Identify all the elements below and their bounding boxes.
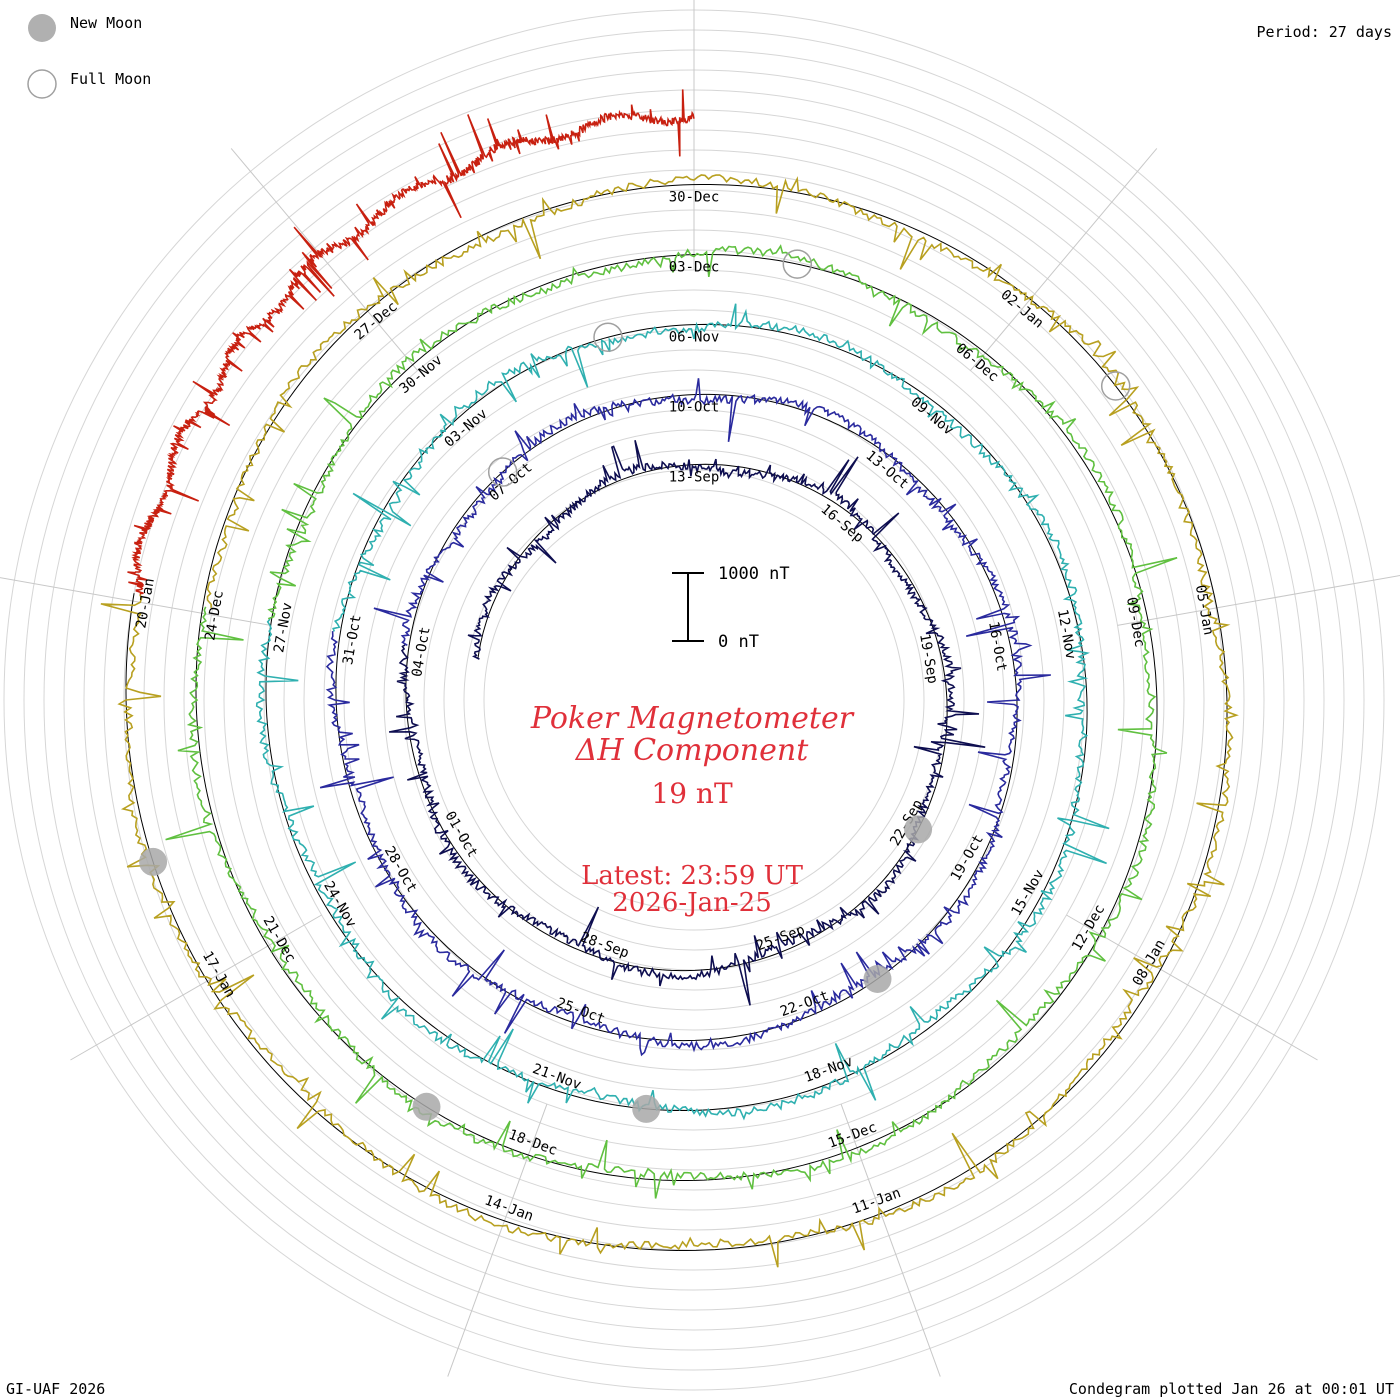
- grid-ring: [403, 409, 985, 991]
- new-moon-marker: [904, 815, 933, 844]
- full-moon-marker: [593, 322, 623, 352]
- full-moon-marker: [782, 249, 813, 279]
- date-tick-label: 30-Nov: [397, 352, 446, 397]
- date-tick-label: 10-Oct: [669, 400, 720, 416]
- day-spoke: [970, 148, 1158, 371]
- baseline-spiral: [405, 463, 948, 972]
- baseline-spiral: [195, 254, 1158, 1181]
- footer-credit: GI-UAF 2026: [6, 1380, 105, 1398]
- date-tick-label: 30-Dec: [669, 190, 720, 206]
- series-traces: [100, 89, 1239, 1268]
- date-tick-label: 06-Nov: [669, 330, 720, 346]
- series-trace: [100, 174, 1239, 1268]
- day-spoke: [1066, 914, 1318, 1061]
- grid-ring: [443, 449, 945, 951]
- scale-bar: 1000 nT 0 nT: [672, 564, 790, 652]
- day-spoke: [840, 1103, 941, 1377]
- latest-time: Latest: 23:59 UT: [581, 861, 804, 891]
- grid-ring: [463, 469, 925, 931]
- date-tick-label: 09-Dec: [1123, 596, 1148, 649]
- full-moon-marker: [1100, 371, 1131, 401]
- new-moon-legend-icon: [28, 14, 56, 42]
- grid-ring: [363, 369, 1025, 1031]
- grid-ring: [483, 489, 905, 911]
- chart-title: Poker Magnetometer: [530, 701, 855, 736]
- date-tick-label: 03-Nov: [442, 406, 491, 451]
- moon-markers: [139, 249, 1131, 1123]
- series-trace: [255, 303, 1110, 1121]
- scale-top-label: 1000 nT: [718, 564, 790, 584]
- date-tick-label: 27-Dec: [352, 299, 401, 344]
- date-tick-label: 14-Jan: [482, 1192, 535, 1224]
- grid-ring: [223, 229, 1165, 1171]
- day-spoke: [1117, 575, 1400, 626]
- date-tick-label: 15-Dec: [826, 1119, 879, 1151]
- new-moon-marker: [632, 1094, 661, 1123]
- series-trace: [388, 439, 986, 1006]
- legend-full-moon-label: Full Moon: [70, 70, 151, 88]
- series-trace: [165, 244, 1178, 1199]
- grid-ring: [303, 309, 1085, 1091]
- date-tick-label: 31-Oct: [340, 614, 365, 667]
- day-spoke: [447, 1103, 548, 1377]
- date-tick-label: 13-Sep: [669, 470, 720, 486]
- series-trace: [319, 378, 1051, 1057]
- date-tick-label: 25-Oct: [554, 995, 607, 1027]
- grid-ring: [343, 349, 1045, 1051]
- day-spoke: [70, 914, 322, 1061]
- current-value: 19 nT: [651, 777, 733, 810]
- baseline-spiral: [125, 184, 1228, 1251]
- footer-plot-time: Condegram plotted Jan 26 at 00:01 UT: [1069, 1380, 1394, 1398]
- new-moon-marker: [412, 1092, 441, 1121]
- date-tick-label: 22-Oct: [778, 988, 831, 1020]
- new-moon-marker: [863, 965, 892, 993]
- grid-ring: [383, 389, 1005, 1011]
- date-tick-label: 15-Nov: [1009, 867, 1048, 919]
- chart-subtitle: ΔH Component: [575, 733, 809, 768]
- date-tick-label: 28-Sep: [578, 929, 631, 961]
- legend: New Moon Full Moon: [27, 14, 151, 99]
- grid-ring: [203, 209, 1185, 1191]
- day-spoke: [0, 577, 271, 626]
- date-tick-label: 27-Nov: [271, 601, 296, 654]
- full-moon-marker: [487, 457, 518, 487]
- baseline-spiral: [335, 393, 1018, 1042]
- legend-new-moon-label: New Moon: [70, 14, 142, 32]
- series-trace: [127, 89, 695, 595]
- latest-date: 2026-Jan-25: [612, 888, 772, 918]
- date-tick-label: 08-Jan: [1130, 937, 1169, 989]
- date-tick-label: 24-Dec: [202, 589, 227, 642]
- date-tick-label: 04-Oct: [409, 626, 434, 679]
- date-tick-label: 09-Nov: [907, 394, 956, 439]
- full-moon-legend-icon: [27, 69, 57, 99]
- date-tick-label: 06-Dec: [952, 340, 1001, 385]
- grid-ring: [323, 329, 1065, 1071]
- date-tick-label: 03-Dec: [669, 260, 720, 276]
- new-moon-marker: [139, 847, 168, 876]
- period-label: Period: 27 days: [1257, 23, 1392, 41]
- day-spoke: [230, 148, 418, 371]
- scale-bottom-label: 0 nT: [718, 632, 759, 652]
- date-tick-label: 18-Dec: [506, 1127, 559, 1159]
